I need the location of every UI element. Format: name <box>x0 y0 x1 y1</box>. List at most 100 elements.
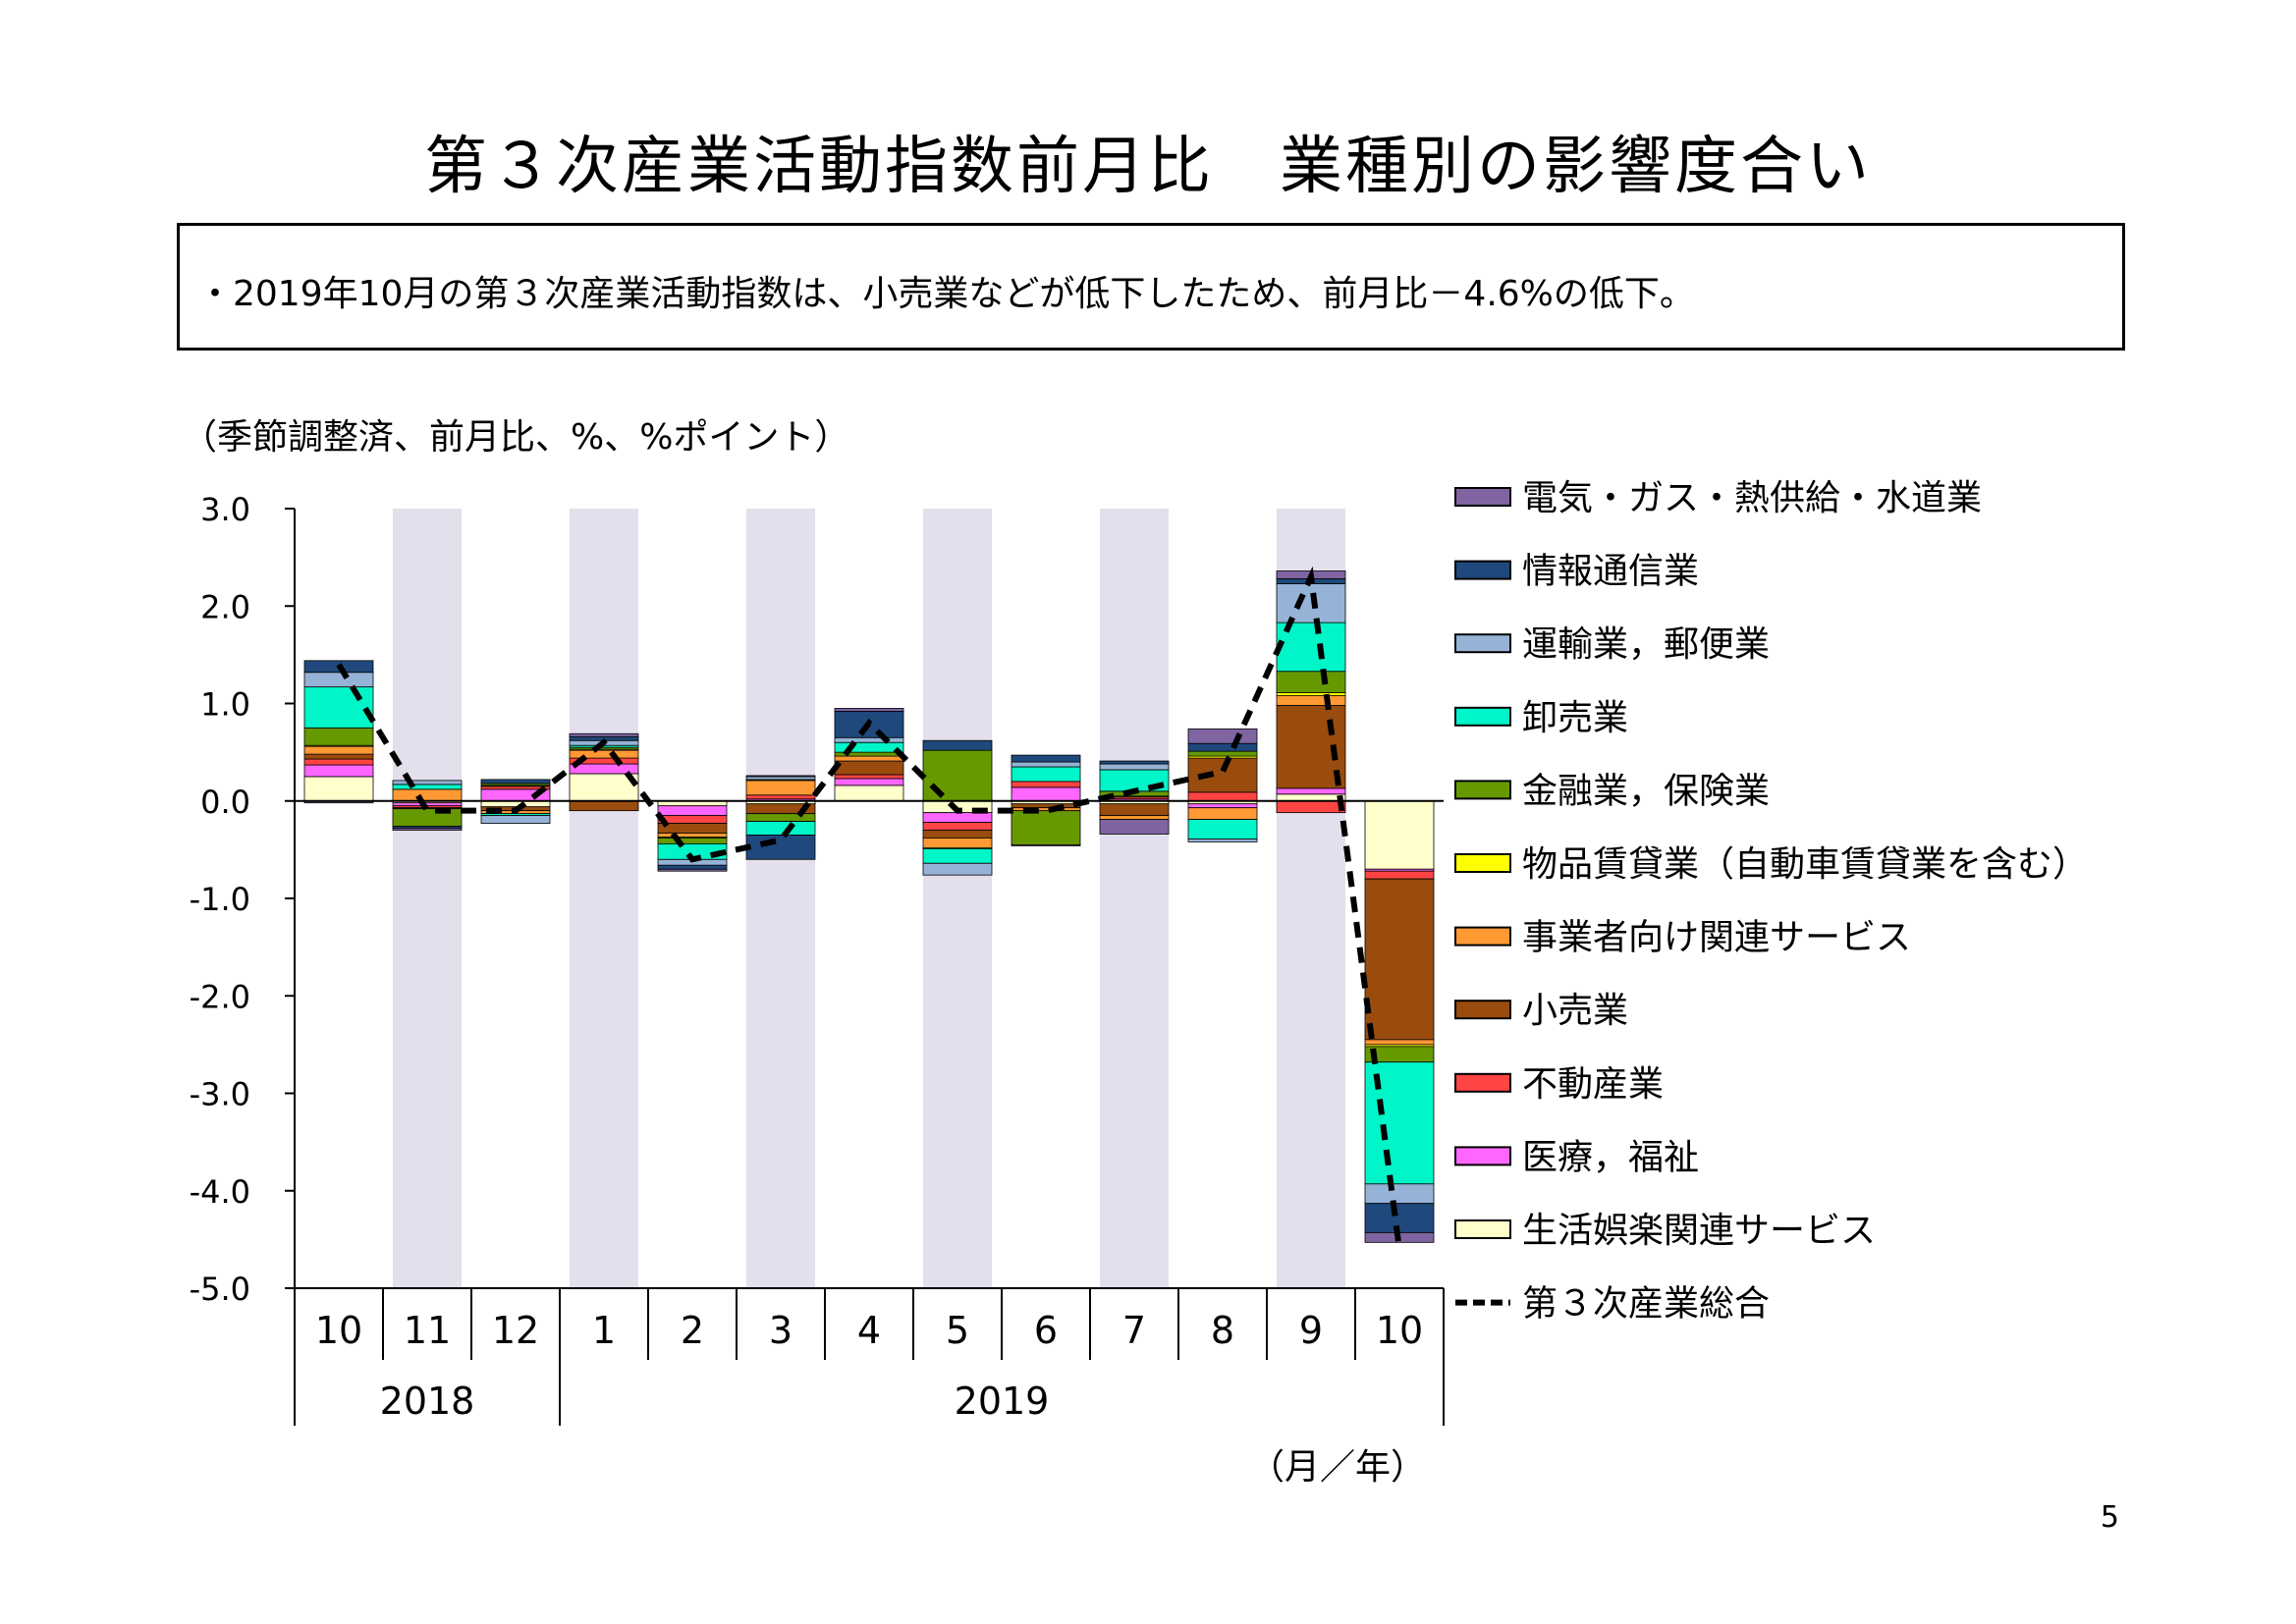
shaded-column <box>1100 509 1169 1288</box>
bar-segment-9-8 <box>1011 754 1081 763</box>
bar-segment-1-11 <box>1276 787 1346 795</box>
bar-segment-9-5 <box>745 835 816 860</box>
bar-segment-3-9 <box>1099 803 1170 817</box>
legend-label: 事業者向け関連サービス <box>1522 918 1911 958</box>
bar-layer <box>303 570 1435 1243</box>
y-tick-label: 1.0 <box>200 686 250 724</box>
bar-segment-7-5 <box>745 821 816 836</box>
legend-swatch <box>1454 780 1511 800</box>
legend-swatch <box>1454 560 1511 580</box>
y-tick-label: -2.0 <box>190 978 250 1015</box>
bar-segment-8-0 <box>303 672 374 688</box>
bar-segment-4-0 <box>303 745 374 755</box>
bar-segment-4-1 <box>392 788 463 802</box>
total-line-layer <box>336 566 1402 1250</box>
bar-segment-6-1 <box>392 808 463 827</box>
x-tick-label: 10 <box>315 1309 362 1352</box>
legend-label: 運輸業，郵便業 <box>1522 624 1770 665</box>
x-tick-label: 9 <box>1299 1309 1323 1352</box>
legend-label-total: 第３次産業総合 <box>1522 1284 1770 1325</box>
bar-segment-3-12 <box>1364 878 1435 1041</box>
bar-segment-8-10 <box>1187 839 1258 842</box>
y-tick-label: 3.0 <box>200 491 250 528</box>
bar-segment-0-12 <box>1364 800 1435 870</box>
page-number: 5 <box>2100 1500 2119 1535</box>
bar-segment-9-10 <box>1187 742 1258 752</box>
page-title: 第３次産業活動指数前月比 業種別の影響度合い <box>424 131 1872 203</box>
y-tick-label: -3.0 <box>190 1076 250 1113</box>
bar-segment-8-11 <box>1276 583 1346 623</box>
summary-box: ・2019年10月の第３次産業活動指数は、小売業などが低下したため、前月比－4.… <box>177 223 2125 351</box>
bar-segment-8-9 <box>1099 763 1170 771</box>
bar-segment-7-1 <box>392 784 463 790</box>
legend-swatch <box>1454 1146 1511 1166</box>
legend-swatch <box>1454 706 1511 727</box>
legend-swatch <box>1454 926 1511 947</box>
unit-note: （季節調整済、前月比、%、%ポイント） <box>182 417 849 458</box>
bar-segment-6-10 <box>1187 750 1258 757</box>
legend-label: 卸売業 <box>1522 698 1628 738</box>
bar-segment-2-12 <box>1364 870 1435 880</box>
bar-segment-2-8 <box>1011 781 1081 788</box>
year-label: 2019 <box>955 1380 1050 1423</box>
bar-segment-8-8 <box>1011 761 1081 768</box>
bar-segment-10-8 <box>1011 844 1081 846</box>
bar-segment-2-0 <box>303 758 374 766</box>
bar-segment-6-7 <box>922 749 993 802</box>
bar-segment-4-8 <box>1011 807 1081 812</box>
bar-segment-2-4 <box>657 815 728 824</box>
bar-segment-7-0 <box>303 686 374 729</box>
bar-segment-10-6 <box>834 708 904 712</box>
shaded-column <box>746 509 815 1288</box>
bar-segment-6-4 <box>657 838 728 844</box>
x-axis-label: （月／年） <box>1249 1447 1426 1488</box>
bar-segment-1-0 <box>303 764 374 778</box>
bar-segment-8-6 <box>834 736 904 743</box>
x-tick-label: 4 <box>857 1309 881 1352</box>
bar-segment-7-8 <box>1011 766 1081 783</box>
legend-label: 物品賃貸業（自動車賃貸業を含む） <box>1522 844 2088 885</box>
bar-segment-4-7 <box>922 838 993 848</box>
legend-swatch <box>1454 853 1511 873</box>
bar-segment-4-4 <box>657 833 728 838</box>
x-tick-label: 12 <box>492 1309 539 1352</box>
bar-segment-3-4 <box>657 823 728 834</box>
bar-segment-9-2 <box>480 779 551 785</box>
bar-segment-4-9 <box>1099 815 1170 821</box>
bar-segment-7-10 <box>1187 819 1258 839</box>
bar-segment-8-1 <box>392 780 463 785</box>
bar-segment-6-11 <box>1276 671 1346 693</box>
legend-label: 不動産業 <box>1522 1064 1664 1105</box>
bar-segment-9-9 <box>1099 760 1170 765</box>
bar-segment-0-0 <box>303 776 374 802</box>
bar-segment-5-11 <box>1276 692 1346 696</box>
bar-segment-2-6 <box>834 774 904 780</box>
bar-segment-3-7 <box>922 830 993 839</box>
bar-segment-8-12 <box>1364 1183 1435 1205</box>
shaded-column <box>923 509 992 1288</box>
legend-swatch <box>1454 633 1511 654</box>
legend-label: 生活娯楽関連サービス <box>1522 1211 1876 1251</box>
legend-label: 医療，福祉 <box>1522 1137 1699 1177</box>
bar-segment-2-7 <box>922 822 993 831</box>
legend-swatch <box>1454 1219 1511 1239</box>
bar-segment-1-6 <box>834 778 904 786</box>
legend-label: 情報通信業 <box>1522 552 1699 592</box>
bar-segment-0-11 <box>1276 793 1346 802</box>
axis-layer: 3.02.01.00.0-1.0-2.0-3.0-4.0-5.010 11 12 1 2… <box>190 491 1445 1426</box>
bar-segment-10-1 <box>392 828 463 831</box>
bar-segment-10-9 <box>1099 819 1170 835</box>
bar-segment-1-4 <box>657 805 728 817</box>
bar-segment-4-11 <box>1276 695 1346 706</box>
bar-segment-6-0 <box>303 727 374 746</box>
total-line <box>336 566 1402 1250</box>
x-tick-label: 7 <box>1122 1309 1146 1352</box>
year-label: 2018 <box>380 1380 475 1423</box>
x-tick-label: 6 <box>1034 1309 1058 1352</box>
shaded-column <box>393 509 462 1288</box>
bar-segment-9-4 <box>657 864 728 870</box>
legend-label: 金融業，保険業 <box>1522 771 1770 811</box>
bar-segment-8-2 <box>480 815 551 824</box>
bar-segment-6-5 <box>745 813 816 822</box>
